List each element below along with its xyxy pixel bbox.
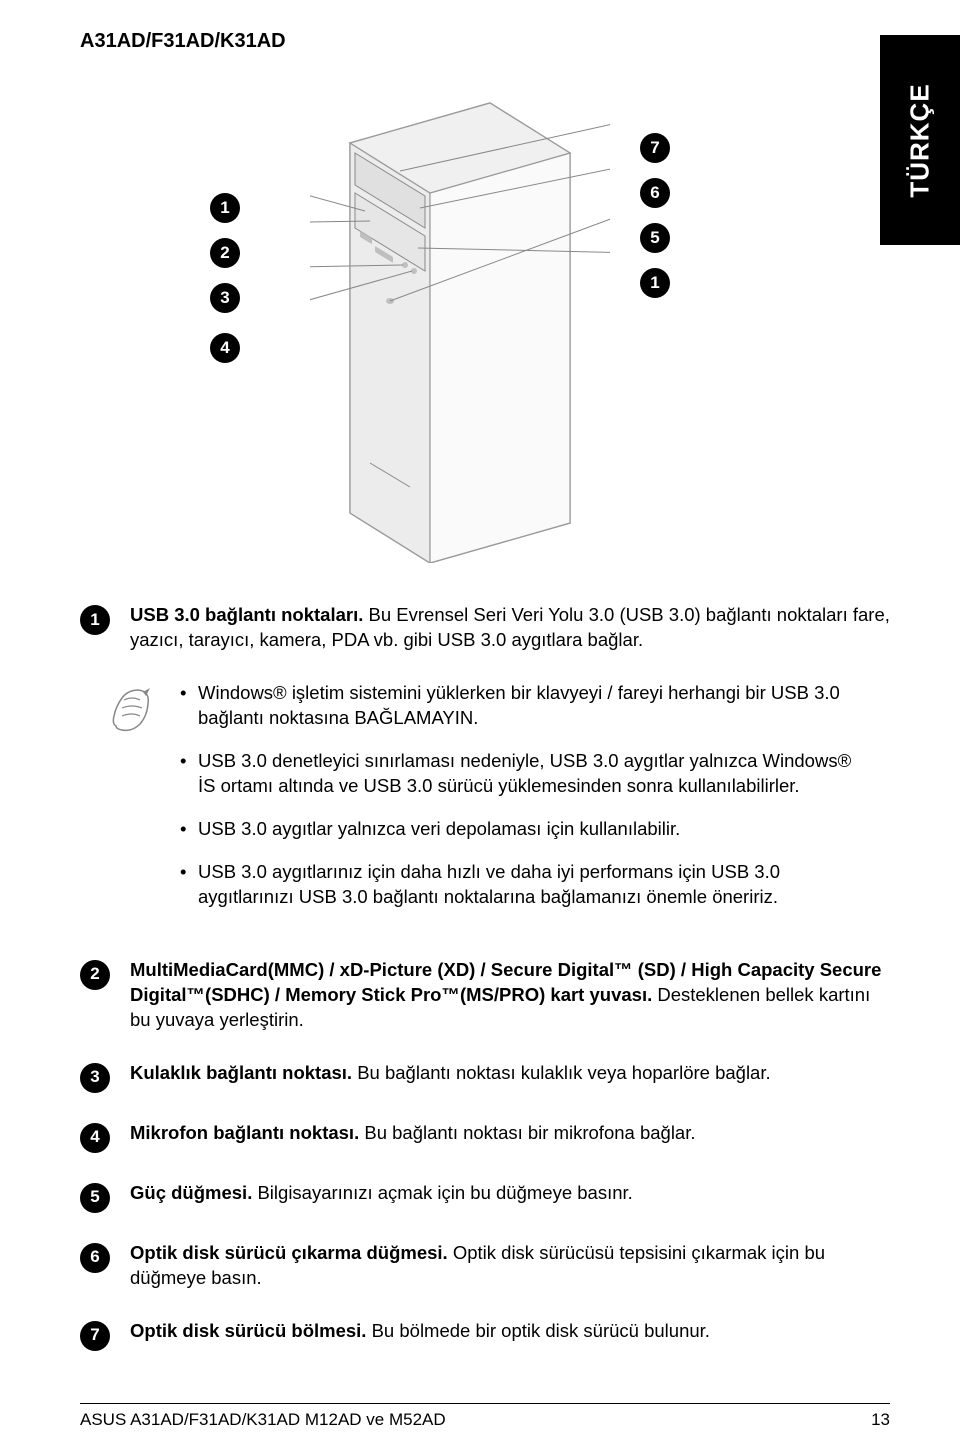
item-5: 5 Güç düğmesi. Bilgisayarınızı açmak içi… xyxy=(80,1181,890,1213)
item-7-number: 7 xyxy=(80,1321,110,1351)
item-3: 3 Kulaklık bağlantı noktası. Bu bağlantı… xyxy=(80,1061,890,1093)
note-item: USB 3.0 denetleyici sınırlaması nedeniyl… xyxy=(180,749,870,799)
callout-right-5: 5 xyxy=(640,223,670,253)
note-item: Windows® işletim sistemini yüklerken bir… xyxy=(180,681,870,731)
item-2-number: 2 xyxy=(80,960,110,990)
callout-right-7: 7 xyxy=(640,133,670,163)
model-title: A31AD/F31AD/K31AD xyxy=(80,30,890,53)
item-1-number: 1 xyxy=(80,605,110,635)
note-block: Windows® işletim sistemini yüklerken bir… xyxy=(110,681,890,928)
item-4: 4 Mikrofon bağlantı noktası. Bu bağlantı… xyxy=(80,1121,890,1153)
item-6-number: 6 xyxy=(80,1243,110,1273)
item-6: 6 Optik disk sürücü çıkarma düğmesi. Opt… xyxy=(80,1241,890,1291)
item-4-text: Mikrofon bağlantı noktası. Bu bağlantı n… xyxy=(130,1121,696,1146)
note-list: Windows® işletim sistemini yüklerken bir… xyxy=(180,681,870,928)
callout-left-1: 1 xyxy=(210,193,240,223)
footer-left: ASUS A31AD/F31AD/K31AD M12AD ve M52AD xyxy=(80,1410,446,1430)
diagram: 1 2 3 4 7 6 5 1 xyxy=(80,73,890,583)
callout-left-3: 3 xyxy=(210,283,240,313)
footer-page-number: 13 xyxy=(871,1410,890,1430)
item-5-number: 5 xyxy=(80,1183,110,1213)
item-3-text: Kulaklık bağlantı noktası. Bu bağlantı n… xyxy=(130,1061,771,1086)
item-1-text: USB 3.0 bağlantı noktaları. Bu Evrensel … xyxy=(130,603,890,653)
callout-right-6: 6 xyxy=(640,178,670,208)
note-icon xyxy=(110,686,155,734)
item-7-text: Optik disk sürücü bölmesi. Bu bölmede bi… xyxy=(130,1319,710,1344)
item-4-number: 4 xyxy=(80,1123,110,1153)
callout-left-4: 4 xyxy=(210,333,240,363)
footer: ASUS A31AD/F31AD/K31AD M12AD ve M52AD 13 xyxy=(80,1403,890,1430)
items-list: 2 MultiMediaCard(MMC) / xD-Picture (XD) … xyxy=(80,958,890,1351)
language-tab-label: TÜRKÇE xyxy=(905,83,936,197)
pc-tower-illustration xyxy=(310,93,610,563)
language-tab: TÜRKÇE xyxy=(880,35,960,245)
item-6-text: Optik disk sürücü çıkarma düğmesi. Optik… xyxy=(130,1241,890,1291)
callout-right-1: 1 xyxy=(640,268,670,298)
item-5-text: Güç düğmesi. Bilgisayarınızı açmak için … xyxy=(130,1181,633,1206)
item-3-number: 3 xyxy=(80,1063,110,1093)
note-item: USB 3.0 aygıtlar yalnızca veri depolamas… xyxy=(180,817,870,842)
item-1: 1 USB 3.0 bağlantı noktaları. Bu Evrense… xyxy=(80,603,890,653)
note-item: USB 3.0 aygıtlarınız için daha hızlı ve … xyxy=(180,860,870,910)
item-7: 7 Optik disk sürücü bölmesi. Bu bölmede … xyxy=(80,1319,890,1351)
item-2-text: MultiMediaCard(MMC) / xD-Picture (XD) / … xyxy=(130,958,890,1033)
item-2: 2 MultiMediaCard(MMC) / xD-Picture (XD) … xyxy=(80,958,890,1033)
callout-left-2: 2 xyxy=(210,238,240,268)
